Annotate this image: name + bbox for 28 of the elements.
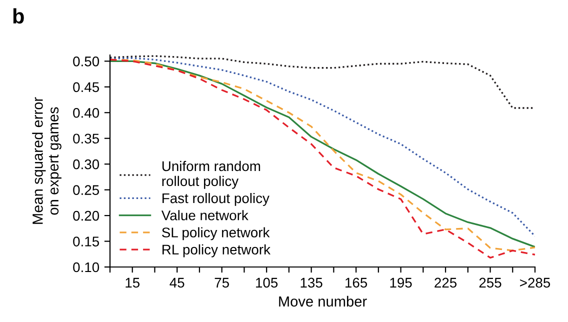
x-tick-label: 105: [256, 278, 278, 288]
x-tick-label: 195: [390, 278, 412, 288]
y-axis-title: Mean squared error on expert games: [32, 97, 62, 224]
legend-label: RL policy network: [162, 244, 270, 258]
y-tick-label: 0.30: [73, 159, 100, 170]
y-tick-label: 0.15: [73, 236, 100, 246]
legend-label: Value network: [161, 210, 248, 220]
x-tick-label: 165: [346, 278, 368, 288]
x-tick-label: 225: [434, 278, 457, 288]
legend-label: SL policy network: [162, 227, 270, 240]
y-tick-label: 0.10: [73, 262, 100, 272]
y-tick-label: 0.35: [73, 134, 100, 144]
x-tick-label: >285: [520, 278, 550, 288]
x-tick-label: 15: [126, 278, 140, 288]
y-tick-label: 0.50: [73, 56, 100, 66]
x-axis-title: Move number: [279, 296, 367, 307]
line-series: [110, 55, 535, 109]
x-tick-label: 135: [300, 278, 322, 288]
x-tick-label: 75: [214, 278, 229, 288]
x-tick-label: 255: [479, 278, 502, 288]
legend-label: Fast rollout policy: [162, 192, 270, 206]
y-tick-label: 0.25: [73, 185, 100, 195]
y-tick-label: 0.45: [73, 82, 100, 92]
x-tick-label: 45: [170, 278, 184, 288]
chart-title: b: [13, 8, 24, 24]
legend-label: Uniform random rollout policy: [162, 160, 260, 189]
y-tick-label: 0.40: [73, 108, 100, 118]
y-tick-label: 0.20: [73, 210, 100, 221]
